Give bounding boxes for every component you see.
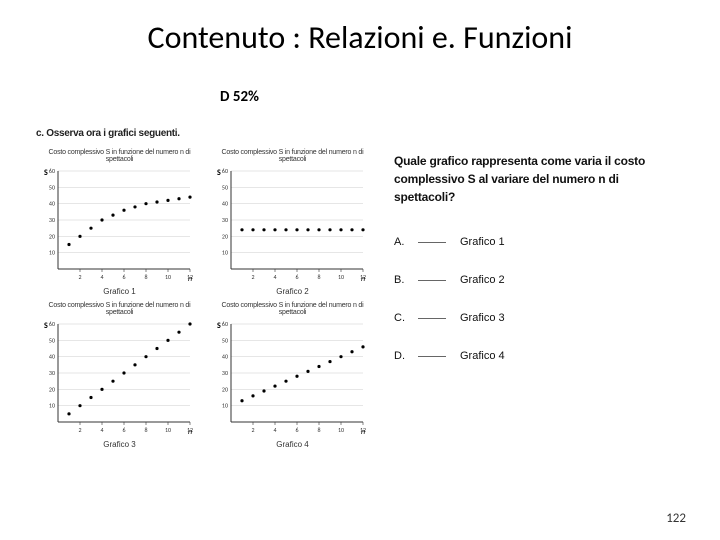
chart-2: 10203040506024681012 S n: [209, 165, 376, 285]
charts-block: c. Osserva ora i grafici seguenti. Costo…: [36, 128, 376, 449]
chart-1-title: Costo complessivo S in funzione del nume…: [36, 149, 203, 163]
svg-text:2: 2: [251, 426, 254, 434]
svg-text:S: S: [217, 321, 221, 331]
content-area: c. Osserva ora i grafici seguenti. Costo…: [36, 128, 690, 449]
svg-text:2: 2: [78, 273, 81, 281]
option-c-blank: [418, 318, 446, 319]
options-list: A. Grafico 1 B. Grafico 2 C. Grafico 3 D…: [394, 236, 690, 362]
svg-text:n: n: [188, 427, 192, 437]
svg-text:10: 10: [222, 402, 228, 410]
svg-text:50: 50: [49, 183, 55, 191]
svg-text:8: 8: [317, 426, 320, 434]
svg-text:8: 8: [144, 273, 147, 281]
option-d-letter: D.: [394, 350, 418, 362]
option-d-label: Grafico 4: [460, 350, 505, 362]
svg-text:n: n: [361, 274, 365, 284]
svg-text:50: 50: [222, 336, 228, 344]
svg-text:30: 30: [49, 369, 55, 377]
svg-text:20: 20: [49, 232, 55, 240]
option-c[interactable]: C. Grafico 3: [394, 312, 690, 324]
chart-cell-3: Costo complessivo S in funzione del nume…: [36, 302, 203, 449]
svg-text:40: 40: [222, 353, 228, 361]
svg-text:4: 4: [273, 273, 276, 281]
option-c-label: Grafico 3: [460, 312, 505, 324]
svg-text:S: S: [217, 168, 221, 178]
chart-2-title: Costo complessivo S in funzione del nume…: [209, 149, 376, 163]
svg-text:4: 4: [273, 426, 276, 434]
svg-text:8: 8: [144, 426, 147, 434]
svg-text:10: 10: [165, 426, 171, 434]
svg-text:4: 4: [100, 273, 103, 281]
svg-text:6: 6: [122, 273, 125, 281]
chart-3-caption: Grafico 3: [36, 440, 203, 449]
svg-text:30: 30: [222, 216, 228, 224]
subtitle-badge: D 52%: [220, 88, 259, 106]
svg-text:2: 2: [78, 426, 81, 434]
svg-text:10: 10: [49, 249, 55, 257]
svg-text:10: 10: [338, 273, 344, 281]
svg-text:6: 6: [295, 273, 298, 281]
chart-1: 10203040506024681012 S n: [36, 165, 203, 285]
svg-text:40: 40: [49, 353, 55, 361]
question-line-2: spettacoli?: [394, 190, 455, 204]
svg-text:20: 20: [222, 385, 228, 393]
svg-text:60: 60: [49, 167, 55, 175]
svg-text:10: 10: [165, 273, 171, 281]
page-number: 122: [666, 511, 686, 526]
chart-4: 10203040506024681012 S n: [209, 318, 376, 438]
chart-1-caption: Grafico 1: [36, 287, 203, 296]
svg-text:20: 20: [49, 385, 55, 393]
chart-4-title: Costo complessivo S in funzione del nume…: [209, 302, 376, 316]
option-b[interactable]: B. Grafico 2: [394, 274, 690, 286]
chart-cell-1: Costo complessivo S in funzione del nume…: [36, 149, 203, 296]
svg-text:10: 10: [338, 426, 344, 434]
option-c-letter: C.: [394, 312, 418, 324]
option-a-label: Grafico 1: [460, 236, 505, 248]
svg-text:2: 2: [251, 273, 254, 281]
svg-text:6: 6: [122, 426, 125, 434]
option-a[interactable]: A. Grafico 1: [394, 236, 690, 248]
question-block: Quale grafico rappresenta come varia il …: [394, 128, 690, 449]
svg-text:n: n: [188, 274, 192, 284]
chart-grid: Costo complessivo S in funzione del nume…: [36, 149, 376, 449]
svg-text:4: 4: [100, 426, 103, 434]
svg-text:60: 60: [222, 320, 228, 328]
svg-text:40: 40: [49, 200, 55, 208]
svg-text:10: 10: [49, 402, 55, 410]
svg-text:30: 30: [49, 216, 55, 224]
svg-text:50: 50: [222, 183, 228, 191]
svg-text:S: S: [44, 321, 48, 331]
chart-3-title: Costo complessivo S in funzione del nume…: [36, 302, 203, 316]
chart-3: 10203040506024681012 S n: [36, 318, 203, 438]
svg-text:50: 50: [49, 336, 55, 344]
chart-2-caption: Grafico 2: [209, 287, 376, 296]
svg-text:40: 40: [222, 200, 228, 208]
svg-text:S: S: [44, 168, 48, 178]
svg-text:8: 8: [317, 273, 320, 281]
option-a-letter: A.: [394, 236, 418, 248]
instruction-text: c. Osserva ora i grafici seguenti.: [36, 128, 376, 139]
option-d-blank: [418, 356, 446, 357]
option-a-blank: [418, 242, 446, 243]
svg-text:60: 60: [222, 167, 228, 175]
svg-text:10: 10: [222, 249, 228, 257]
chart-cell-2: Costo complessivo S in funzione del nume…: [209, 149, 376, 296]
svg-text:n: n: [361, 427, 365, 437]
chart-4-caption: Grafico 4: [209, 440, 376, 449]
svg-text:20: 20: [222, 232, 228, 240]
svg-text:6: 6: [295, 426, 298, 434]
page-title: Contenuto : Relazioni e. Funzioni: [0, 0, 720, 57]
option-d[interactable]: D. Grafico 4: [394, 350, 690, 362]
option-b-label: Grafico 2: [460, 274, 505, 286]
svg-text:60: 60: [49, 320, 55, 328]
svg-text:30: 30: [222, 369, 228, 377]
option-b-letter: B.: [394, 274, 418, 286]
question-text: Quale grafico rappresenta come varia il …: [394, 152, 690, 206]
option-b-blank: [418, 280, 446, 281]
chart-cell-4: Costo complessivo S in funzione del nume…: [209, 302, 376, 449]
question-line-1: Quale grafico rappresenta come varia il …: [394, 154, 645, 186]
